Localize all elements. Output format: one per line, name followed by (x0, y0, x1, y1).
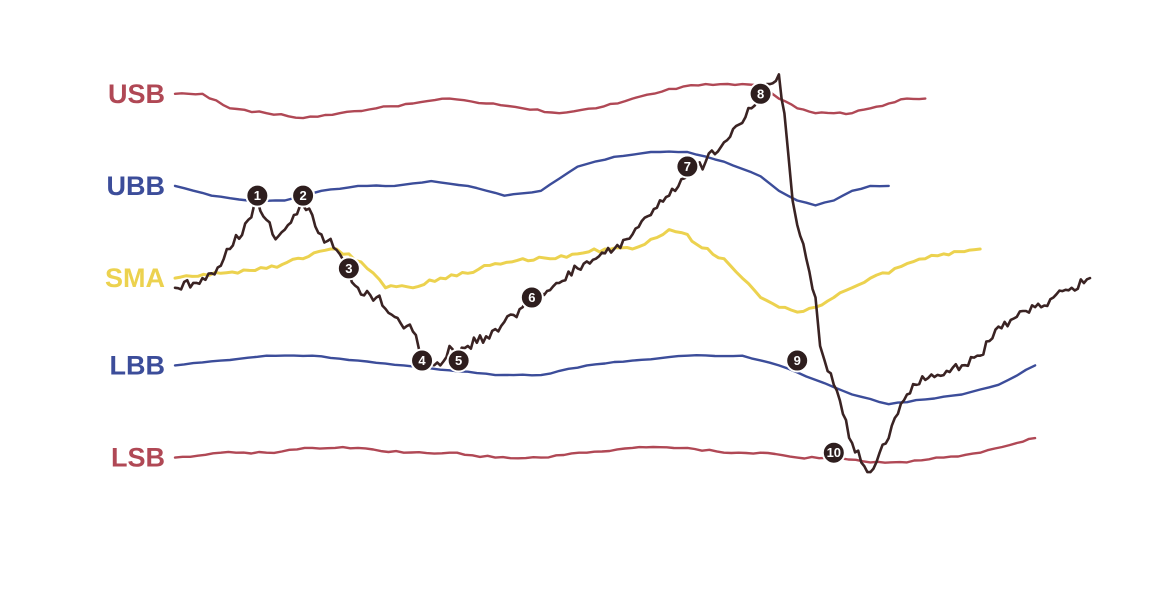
band-label-usb: USB (108, 79, 165, 109)
series-line-lsb (173, 436, 1037, 464)
marker-4: 4 (410, 348, 435, 373)
series-line-lbb (173, 354, 1037, 406)
marker-circle (748, 81, 773, 106)
marker-circle (446, 348, 471, 373)
marker-number: 7 (684, 159, 691, 174)
marker-circle (291, 183, 316, 208)
marker-9: 9 (785, 348, 810, 373)
series-line-price (173, 73, 1092, 474)
marker-number: 1 (254, 188, 261, 203)
series-layer (173, 73, 1092, 474)
band-label-sma: SMA (105, 263, 165, 293)
marker-circle (245, 183, 270, 208)
marker-number: 2 (299, 188, 306, 203)
series-line-sma (173, 228, 982, 314)
band-label-layer: USB UBB SMA LBB LSB (105, 79, 165, 473)
marker-10: 10 (821, 440, 846, 465)
marker-2: 2 (291, 183, 316, 208)
marker-circle (675, 154, 700, 179)
marker-circle (336, 256, 361, 281)
marker-number: 10 (827, 445, 841, 460)
marker-circle (519, 285, 544, 310)
marker-number: 8 (757, 86, 764, 101)
marker-3: 3 (336, 256, 361, 281)
band-label-ubb: UBB (107, 171, 166, 201)
marker-number: 4 (418, 353, 426, 368)
series-line-usb (173, 82, 927, 120)
marker-8: 8 (748, 81, 773, 106)
marker-number: 9 (794, 353, 801, 368)
marker-7: 7 (675, 154, 700, 179)
marker-circle (821, 440, 846, 465)
marker-circle (785, 348, 810, 373)
marker-number: 3 (345, 261, 352, 276)
marker-number: 5 (455, 353, 462, 368)
marker-5: 5 (446, 348, 471, 373)
band-label-lsb: LSB (111, 443, 165, 473)
band-label-lbb: LBB (110, 350, 166, 380)
marker-6: 6 (519, 285, 544, 310)
marker-layer: 1 2 3 4 5 6 7 8 9 10 (245, 81, 846, 465)
marker-1: 1 (245, 183, 270, 208)
marker-circle (410, 348, 435, 373)
marker-number: 6 (528, 290, 535, 305)
series-line-ubb (173, 150, 890, 207)
